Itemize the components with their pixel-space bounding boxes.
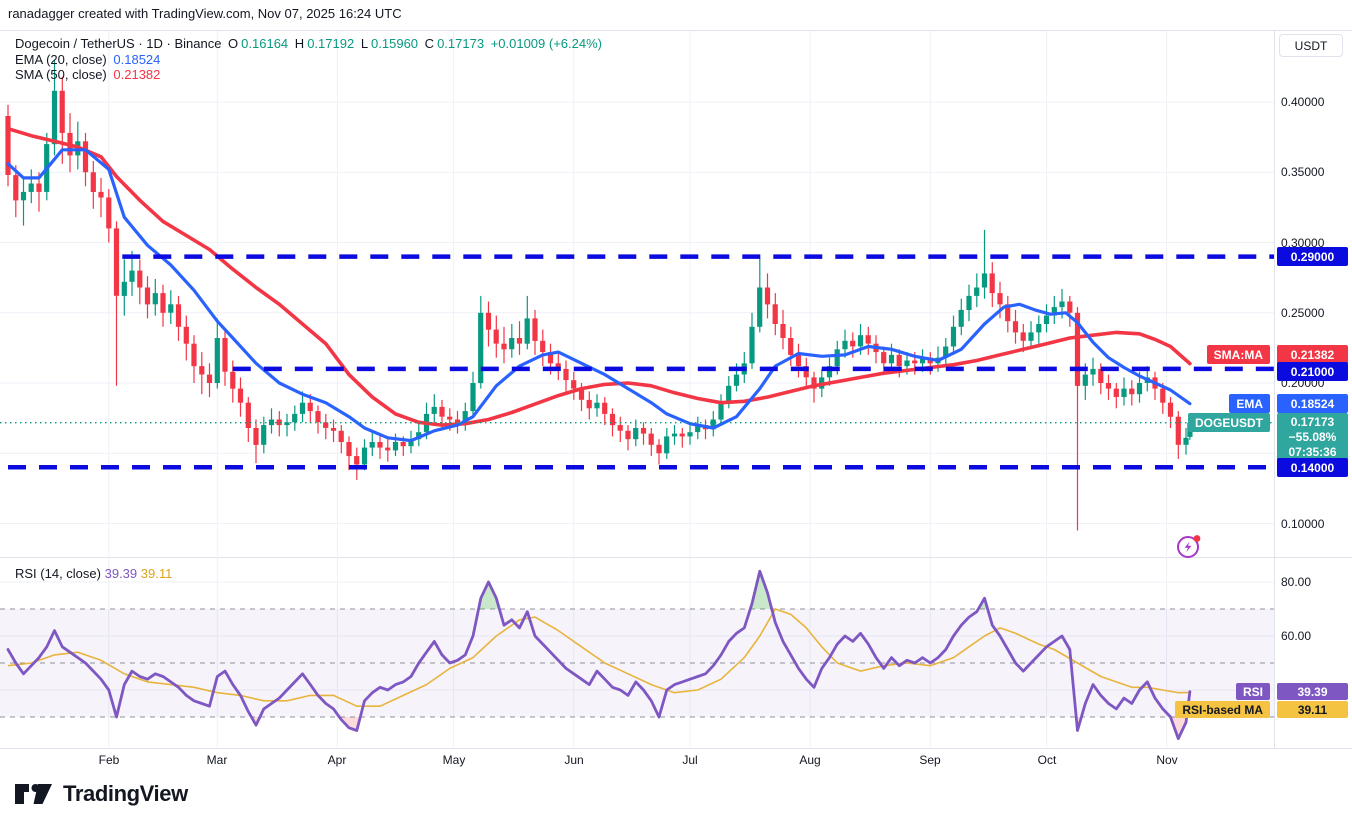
month-label-Jul: Jul [682,753,698,767]
last-price: 0.17173 [1290,415,1335,429]
level-pill-0.21: 0.21000 [1277,362,1348,381]
rsi-legend[interactable]: RSI (14, close) 39.39 39.11 [15,566,172,581]
pane-separator[interactable] [0,557,1352,558]
ohlc-high-label: H [294,36,305,51]
price-tick-0.40000: 0.40000 [1281,95,1325,109]
ema-series-tag: EMA [1229,394,1270,413]
price-pane-chart[interactable] [0,30,1274,557]
lightning-marker-button[interactable] [1176,533,1202,559]
currency-unit-button[interactable]: USDT [1279,34,1343,57]
rsi-tick-60.00: 60.00 [1281,629,1312,643]
ohlc-low-value: 0.15960 [371,36,419,51]
rsi-tick-80.00: 80.00 [1281,575,1312,589]
rsi-ma-value: 39.11 [140,566,173,581]
chart-legend: Dogecoin / TetherUS · 1D · Binance O 0.16… [15,36,605,83]
rsi-pane-chart[interactable] [0,557,1274,748]
rsi-label: RSI (14, close) [15,566,101,581]
month-label-Feb: Feb [98,753,120,767]
tradingview-logo-icon [15,784,52,804]
attribution-text: ranadagger created with TradingView.com,… [8,6,402,21]
month-label-Jun: Jun [564,753,584,767]
symbol-series-tag: DOGEUSDT [1187,413,1270,432]
month-label-Sep: Sep [919,753,941,767]
legend-symbol-row[interactable]: Dogecoin / TetherUS · 1D · Binance O 0.16… [15,36,605,52]
month-label-Oct: Oct [1037,753,1057,767]
bar-countdown: 07:35:36 [1288,445,1337,459]
sma-series-tag: SMA:MA [1206,345,1270,364]
ohlc-low-label: L [360,36,369,51]
level-pill-0.14: 0.14000 [1277,458,1348,477]
month-label-May: May [442,753,466,767]
sma-value: 0.21382 [113,67,161,82]
lightning-icon [1177,535,1201,558]
rsi-value: 39.39 [104,566,138,581]
price-axis-border [1274,30,1275,768]
price-tick-0.10000: 0.10000 [1281,516,1325,531]
tradingview-logo[interactable]: TradingView [14,781,188,807]
rsi-ma-axis-value-pill: 39.11 [1277,701,1348,718]
legend-sma-row[interactable]: SMA (50, close) 0.21382 [15,67,605,83]
month-label-Apr: Apr [327,753,347,767]
level-pill-0.29: 0.29000 [1277,247,1348,266]
legend-ema-row[interactable]: EMA (20, close) 0.18524 [15,52,605,68]
price-tick-0.30000: 0.30000 [1281,235,1325,250]
month-label-Nov: Nov [1156,753,1178,767]
ohlc-high-value: 0.17192 [307,36,355,51]
price-tick-0.25000: 0.25000 [1281,305,1325,320]
header-divider [0,30,1352,31]
ohlc-close-value: 0.17173 [437,36,485,51]
ema-axis-value-pill: 0.18524 [1277,394,1348,413]
month-label-Mar: Mar [206,753,228,767]
month-label-Aug: Aug [799,753,821,767]
ohlc-open-value: 0.16164 [241,36,289,51]
tradingview-logo-text: TradingView [63,781,188,806]
price-tick-0.35000: 0.35000 [1281,165,1325,180]
ema-value: 0.18524 [113,51,161,67]
change-value: +0.01009 (+6.24%) [490,36,602,51]
rsi-ma-series-tag: RSI-based MA [1175,701,1270,718]
ohlc-close-label: C [424,36,435,51]
last-price-axis-box: 0.17173 −55.08% 07:35:36 [1277,413,1348,462]
symbol-title: Dogecoin / TetherUS · 1D · Binance [15,36,222,51]
sma-label: SMA (50, close) [15,67,107,82]
time-axis[interactable]: Feb Mar Apr May Jun Jul Aug Sep Oct Nov [0,748,1352,771]
ohlc-open-label: O [228,36,239,51]
sma-axis-value-pill: 0.21382 [1277,345,1348,364]
rsi-series-tag: RSI [1235,683,1270,700]
rsi-axis-value-pill: 39.39 [1277,683,1348,700]
ema-label: EMA (20, close) [15,51,107,67]
price-change-percent: −55.08% [1288,430,1337,444]
